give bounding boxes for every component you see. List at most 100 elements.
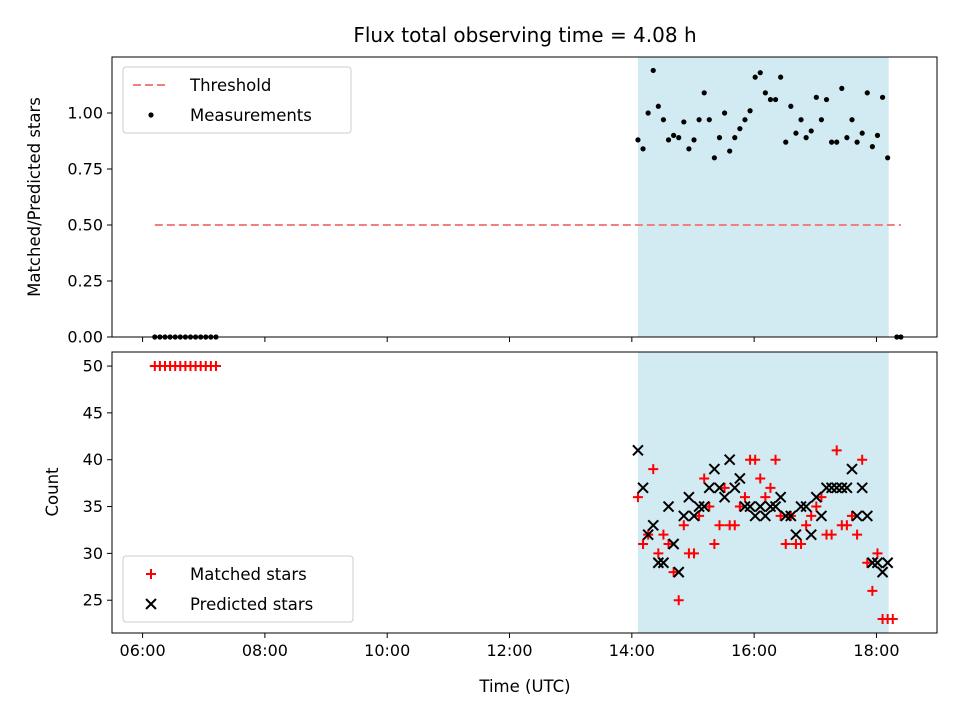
data-point bbox=[198, 334, 204, 340]
data-point bbox=[803, 135, 809, 141]
data-point bbox=[790, 528, 802, 541]
data-point bbox=[706, 117, 712, 123]
data-point bbox=[780, 510, 792, 522]
data-point bbox=[815, 510, 828, 522]
data-point bbox=[774, 491, 787, 503]
data-point bbox=[704, 501, 715, 512]
data-point bbox=[742, 117, 748, 123]
legend: Threshold Measurements bbox=[122, 66, 352, 134]
data-point bbox=[732, 135, 738, 141]
data-point bbox=[192, 334, 199, 340]
data-point bbox=[673, 566, 685, 578]
series-matched-stars bbox=[150, 361, 898, 624]
data-point bbox=[747, 108, 753, 114]
data-point bbox=[737, 126, 743, 132]
data-point bbox=[857, 454, 868, 465]
legend-frame bbox=[122, 66, 352, 134]
data-point bbox=[864, 90, 870, 96]
data-point bbox=[729, 520, 740, 531]
data-point bbox=[698, 500, 710, 513]
x-tick-label: 18:00 bbox=[853, 641, 899, 660]
data-point bbox=[785, 510, 797, 522]
data-point bbox=[719, 482, 730, 493]
top-panel-ylabel: Matched/Predicted stars bbox=[25, 97, 44, 297]
legend: Matched stars Predicted stars bbox=[122, 555, 354, 623]
data-point bbox=[708, 463, 721, 475]
data-point bbox=[182, 334, 188, 340]
data-point bbox=[152, 334, 158, 340]
data-point bbox=[668, 567, 679, 578]
data-point bbox=[876, 566, 889, 578]
y-tick-label: 0.25 bbox=[67, 272, 103, 291]
data-point bbox=[660, 117, 667, 123]
data-point bbox=[663, 539, 674, 550]
data-point bbox=[839, 85, 845, 91]
data-point bbox=[783, 139, 789, 145]
data-point bbox=[885, 155, 891, 161]
data-point bbox=[811, 501, 822, 512]
data-point bbox=[778, 74, 784, 80]
data-point bbox=[841, 520, 852, 531]
data-point bbox=[637, 482, 649, 494]
data-point bbox=[808, 128, 814, 134]
legend-swatch bbox=[145, 598, 157, 610]
data-point bbox=[872, 548, 883, 559]
legend-frame bbox=[122, 555, 354, 623]
data-point bbox=[862, 557, 873, 568]
data-point bbox=[213, 334, 219, 340]
data-point bbox=[823, 96, 830, 103]
data-point bbox=[780, 539, 791, 550]
data-point bbox=[765, 482, 776, 493]
data-point bbox=[871, 557, 884, 569]
data-point bbox=[867, 585, 878, 596]
series-measurements bbox=[152, 67, 904, 340]
data-point bbox=[688, 510, 700, 522]
data-point bbox=[846, 463, 858, 475]
data-point bbox=[676, 135, 682, 141]
y-tick-label: 45 bbox=[83, 403, 103, 422]
data-point bbox=[203, 334, 209, 340]
data-point bbox=[818, 117, 825, 123]
data-point bbox=[861, 510, 873, 522]
y-tick-label: 0.50 bbox=[67, 216, 103, 235]
data-point bbox=[788, 103, 794, 109]
data-point bbox=[749, 510, 761, 522]
data-point bbox=[658, 529, 669, 540]
data-point bbox=[729, 482, 741, 494]
data-point bbox=[689, 548, 700, 559]
data-point bbox=[714, 520, 725, 531]
y-tick-label: 0.75 bbox=[67, 160, 103, 179]
data-point bbox=[647, 519, 659, 531]
data-point bbox=[834, 139, 840, 145]
data-point bbox=[801, 520, 812, 531]
top-panel: Matched/Predicted stars 0.00 0.25 0.50 0.75… bbox=[25, 56, 938, 347]
data-point bbox=[770, 454, 781, 465]
data-point bbox=[869, 144, 875, 150]
data-point bbox=[854, 139, 860, 145]
data-point bbox=[879, 94, 886, 100]
data-point bbox=[806, 510, 817, 521]
y-tick-label: 0.00 bbox=[67, 328, 103, 347]
legend-swatch bbox=[146, 569, 156, 579]
data-point bbox=[681, 119, 687, 125]
data-point bbox=[723, 454, 736, 466]
legend-label: Predicted stars bbox=[190, 595, 313, 614]
series-predicted-stars bbox=[632, 444, 894, 578]
data-point bbox=[830, 482, 843, 494]
data-point bbox=[691, 137, 697, 143]
data-point bbox=[859, 130, 865, 136]
y-tick-label: 35 bbox=[83, 497, 103, 516]
data-point bbox=[852, 529, 863, 540]
data-point bbox=[846, 510, 857, 521]
data-point bbox=[816, 492, 827, 503]
data-point bbox=[798, 117, 804, 123]
data-point bbox=[640, 146, 646, 152]
data-point bbox=[701, 90, 707, 96]
data-point bbox=[805, 528, 817, 541]
data-point bbox=[894, 334, 900, 340]
data-point bbox=[739, 500, 751, 513]
data-point bbox=[635, 137, 641, 143]
data-point bbox=[849, 117, 855, 123]
x-tick-label: 16:00 bbox=[731, 641, 777, 660]
